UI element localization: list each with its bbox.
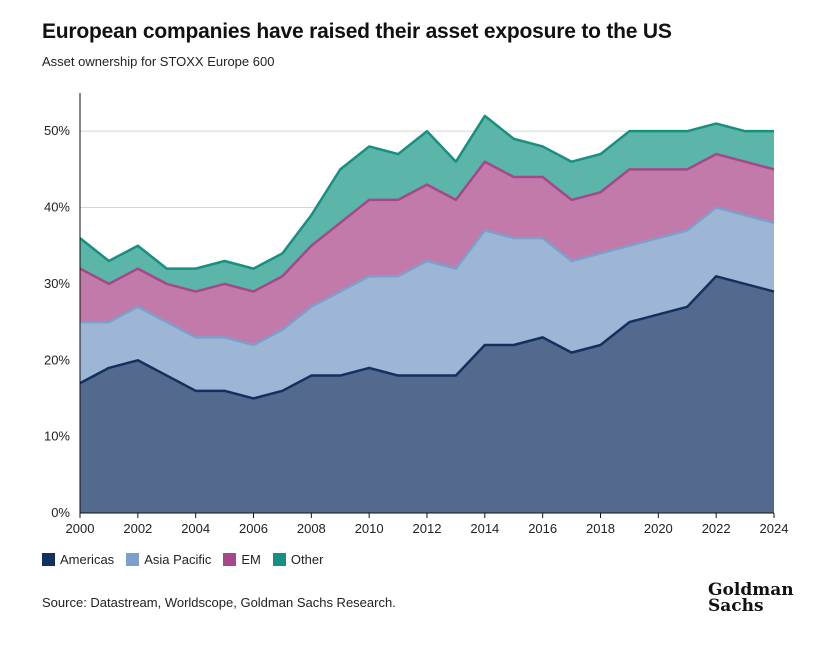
x-tick-label: 2014 [470, 521, 499, 536]
y-tick-label: 50% [44, 123, 70, 138]
x-tick-label: 2004 [181, 521, 210, 536]
x-tick-label: 2012 [413, 521, 442, 536]
legend-label-americas: Americas [60, 552, 115, 567]
legend-label-asia-pacific: Asia Pacific [144, 552, 212, 567]
chart-title: European companies have raised their ass… [42, 20, 672, 43]
legend-item-asia-pacific: Asia Pacific [126, 552, 211, 567]
source-note: Source: Datastream, Worldscope, Goldman … [42, 595, 396, 610]
area-asia-pacific [80, 207, 774, 399]
stacked-area-chart: 0% 10% 20% 30% 40% 50% 2000 2002 2004 2006 2008 201… [44, 93, 789, 536]
y-tick-label: 30% [44, 276, 70, 291]
y-tick-label: 10% [44, 429, 70, 444]
area-americas [80, 276, 774, 513]
x-tick-label: 2006 [239, 521, 268, 536]
legend-swatch-em [223, 553, 237, 566]
x-tick-label: 2022 [702, 521, 731, 536]
legend-item-other: Other [272, 552, 324, 567]
y-tick-label: 0% [51, 505, 70, 520]
x-tick-label: 2000 [66, 521, 95, 536]
legend-label-other: Other [290, 552, 324, 567]
series-line-asia-pacific [80, 206, 775, 347]
series-line-americas [79, 275, 775, 400]
y-tick-label: 20% [44, 352, 70, 367]
x-tick-label: 2018 [586, 521, 615, 536]
x-tick-label: 2008 [297, 521, 326, 536]
x-tick-label: 2024 [760, 521, 789, 536]
logo-line-1: Goldman [708, 580, 794, 600]
x-tick-label: 2020 [644, 521, 673, 536]
chart-legend: Americas Asia Pacific EM Other [42, 552, 323, 567]
area-em [80, 154, 774, 345]
logo-line-2: Sachs [708, 596, 764, 616]
series-line-em [79, 152, 775, 293]
area-other [80, 115, 774, 292]
legend-item-em: EM [223, 552, 261, 567]
legend-label-em: EM [241, 552, 261, 567]
x-tick-label: 2002 [123, 521, 152, 536]
chart-subtitle: Asset ownership for STOXX Europe 600 [42, 54, 275, 69]
x-tick-label: 2016 [528, 521, 557, 536]
y-tick-label: 40% [44, 200, 70, 215]
legend-swatch-americas [42, 553, 55, 566]
goldman-sachs-logo: Goldman Sachs [708, 580, 798, 616]
legend-item-americas: Americas [42, 552, 114, 567]
legend-swatch-asia-pacific [126, 553, 140, 566]
series-line-other [79, 114, 774, 270]
x-tick-label: 2010 [355, 521, 384, 536]
legend-swatch-other [272, 553, 286, 566]
